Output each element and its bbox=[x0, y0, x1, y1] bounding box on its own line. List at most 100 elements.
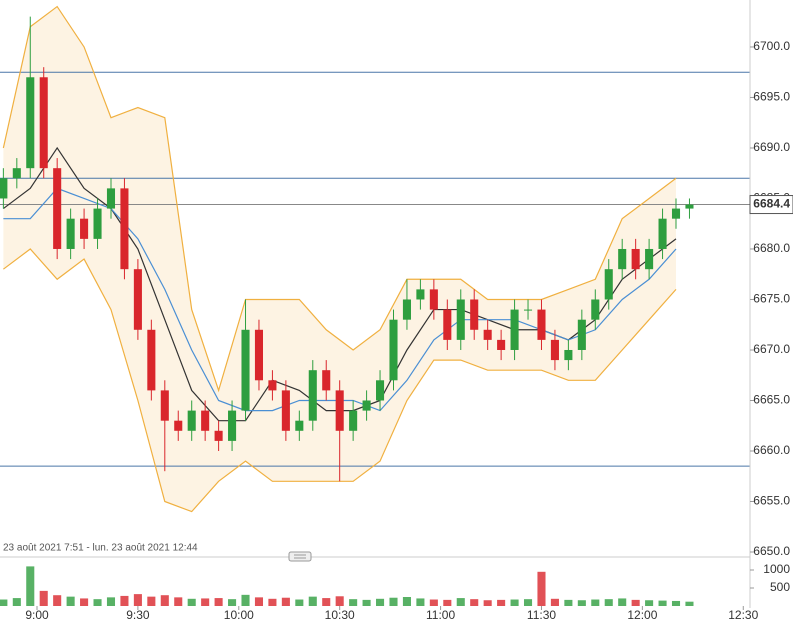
candle-body bbox=[564, 349, 573, 361]
y-tick-label: 6695.0 bbox=[753, 90, 790, 104]
y-tick-label: 6675.0 bbox=[753, 292, 790, 306]
candle-body bbox=[93, 208, 102, 239]
volume-bar bbox=[295, 599, 304, 606]
candle-body bbox=[201, 410, 210, 431]
volume-bar bbox=[604, 599, 613, 606]
volume-bar bbox=[564, 599, 573, 606]
y-tick-label: 6700.0 bbox=[753, 39, 790, 53]
x-tick-label: 10:30 bbox=[325, 608, 355, 622]
candle-body bbox=[26, 77, 35, 169]
candle-body bbox=[456, 299, 465, 340]
volume-bar bbox=[591, 599, 600, 606]
candle-body bbox=[335, 390, 344, 431]
x-tick-label: 10:00 bbox=[224, 608, 254, 622]
y-tick-label: 6655.0 bbox=[753, 494, 790, 508]
volume-bar bbox=[402, 597, 411, 606]
candle-body bbox=[510, 309, 519, 350]
candle-body bbox=[402, 299, 411, 320]
volume-bar bbox=[106, 597, 116, 606]
x-tick-label: 9:30 bbox=[126, 608, 150, 622]
candle-body bbox=[376, 380, 385, 401]
candle-body bbox=[268, 380, 277, 391]
volume-bar bbox=[362, 599, 371, 606]
candle-body bbox=[187, 410, 196, 431]
volume-bar bbox=[510, 599, 519, 606]
candle-body bbox=[322, 370, 331, 391]
volume-bar bbox=[577, 600, 586, 606]
candle-body bbox=[281, 390, 290, 431]
candle-body bbox=[604, 269, 613, 300]
candle-body bbox=[254, 329, 264, 381]
candle-body bbox=[470, 299, 479, 330]
candle-body bbox=[443, 309, 452, 340]
candle-body bbox=[429, 289, 438, 310]
volume-bar bbox=[147, 596, 156, 606]
candle-body bbox=[389, 319, 398, 381]
candle-body bbox=[295, 420, 304, 431]
volume-bar bbox=[254, 597, 264, 606]
volume-bar bbox=[174, 597, 183, 606]
y-tick-label: 6690.0 bbox=[753, 140, 790, 154]
volume-bar bbox=[335, 596, 344, 606]
volume-bar bbox=[0, 599, 8, 606]
volume-bar bbox=[53, 595, 62, 606]
candle-body bbox=[483, 329, 492, 340]
candle-body bbox=[174, 420, 183, 431]
date-range: 23 août 2021 7:51 - lun. 23 août 2021 12… bbox=[3, 543, 198, 554]
volume-bar bbox=[483, 600, 492, 606]
candle-body bbox=[160, 390, 169, 421]
y-tick-label: 6660.0 bbox=[753, 443, 790, 457]
candle-body bbox=[577, 319, 586, 350]
pane-handle[interactable] bbox=[288, 551, 312, 562]
volume-bar bbox=[537, 571, 546, 606]
volume-bar bbox=[376, 598, 385, 606]
candle-body bbox=[0, 178, 8, 199]
candle-body bbox=[362, 400, 371, 411]
candle-body bbox=[349, 410, 358, 431]
volume-bar bbox=[523, 599, 533, 606]
x-tick-label: 9:00 bbox=[25, 608, 49, 622]
volume-bar bbox=[671, 600, 681, 606]
volume-bar bbox=[470, 599, 479, 606]
candle-body bbox=[241, 329, 250, 411]
volume-bar bbox=[281, 597, 290, 606]
candle-body bbox=[66, 218, 75, 249]
last-price-box bbox=[749, 195, 793, 215]
volume-bar bbox=[685, 601, 694, 606]
volume-bar bbox=[80, 598, 89, 606]
volume-bar bbox=[308, 596, 317, 606]
candle-body bbox=[39, 77, 48, 169]
main-layer bbox=[0, 5, 694, 513]
candle-body bbox=[618, 248, 627, 270]
volume-bar bbox=[497, 599, 506, 606]
x-tick-label: 12:00 bbox=[627, 608, 657, 622]
candle-body bbox=[631, 248, 640, 270]
candle-body bbox=[147, 329, 156, 391]
candle-body bbox=[550, 339, 559, 361]
volume-bar bbox=[160, 595, 169, 606]
candle-body bbox=[308, 370, 317, 421]
volume-bar bbox=[631, 599, 640, 606]
band-fill bbox=[3, 6, 677, 512]
volume-bar bbox=[429, 599, 438, 606]
volume-bar bbox=[26, 566, 35, 606]
candle-body bbox=[133, 269, 142, 330]
overlay-line bbox=[3, 248, 677, 513]
volume-bar bbox=[66, 596, 75, 606]
volume-bar bbox=[322, 598, 331, 606]
volume-bar bbox=[550, 598, 559, 606]
volume-bar bbox=[645, 600, 654, 606]
candle-body bbox=[523, 309, 533, 311]
candle-body bbox=[80, 218, 89, 239]
volume-bar bbox=[658, 600, 667, 606]
candle-body bbox=[120, 188, 129, 270]
volume-bar bbox=[416, 598, 425, 606]
volume-bar bbox=[93, 599, 102, 606]
candle-body bbox=[214, 430, 223, 441]
candle-body bbox=[53, 168, 62, 249]
volume-bar bbox=[214, 598, 223, 606]
volume-bar bbox=[443, 599, 452, 606]
last-price-label: 6684.4 bbox=[753, 197, 790, 211]
volume-bar bbox=[241, 594, 250, 606]
